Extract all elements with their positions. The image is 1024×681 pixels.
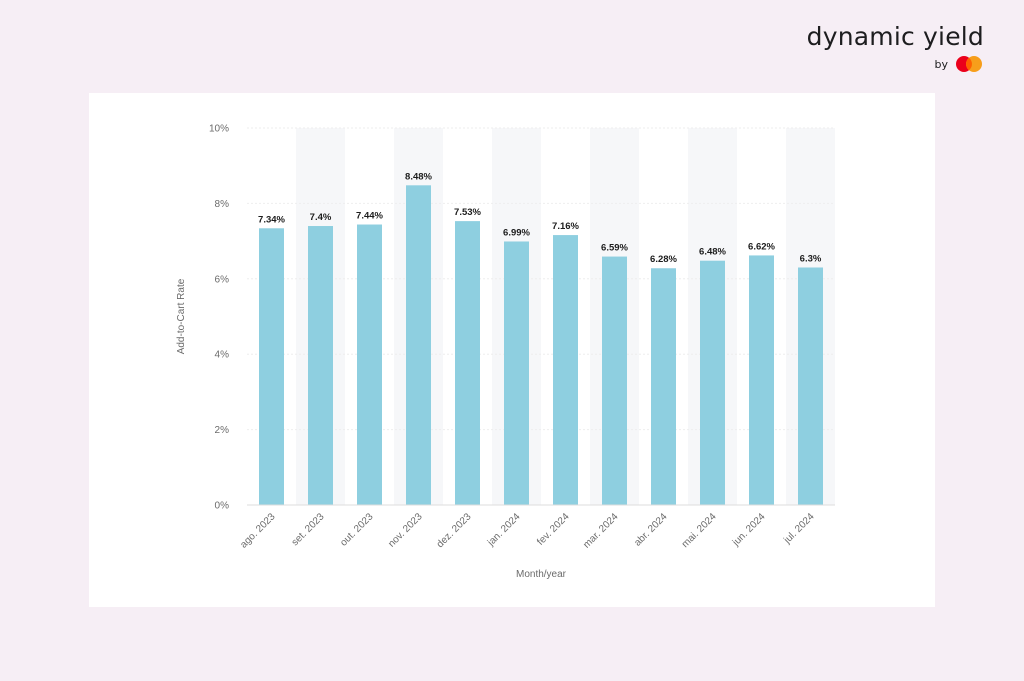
y-tick-label: 2% (215, 425, 230, 436)
add-to-cart-bar-chart: 0% 2% 4% 6% 8% 10% 7.34% 7.4% 7.44% 8.48% 7.53% 6.… (176, 124, 835, 580)
x-tick-label: mar. 2024 (581, 511, 621, 551)
gridlines (247, 127, 835, 431)
x-tick-label: dez. 2023 (435, 511, 474, 550)
x-axis-title: Month/year (516, 569, 567, 580)
data-label: 6.59% (601, 243, 628, 254)
bar (700, 260, 725, 505)
x-tick-label: set. 2023 (290, 511, 327, 548)
data-label: 6.28% (650, 254, 677, 265)
y-tick-label: 8% (215, 199, 230, 210)
bars (259, 185, 823, 506)
bar (357, 224, 382, 505)
data-label: 6.99% (503, 227, 530, 238)
y-axis-ticks: 0% 2% 4% 6% 8% 10% (209, 124, 229, 512)
x-tick-label: fev. 2024 (535, 511, 572, 548)
data-labels: 7.34% 7.4% 7.44% 8.48% 7.53% 6.99% 7.16% 6.59% 6… (258, 171, 822, 265)
x-tick-label: jun. 2024 (730, 511, 768, 549)
y-tick-label: 10% (209, 124, 229, 135)
bar (651, 268, 676, 505)
x-tick-label: nov. 2023 (386, 511, 425, 550)
brand-logo: dynamic yield by (807, 22, 984, 73)
y-tick-label: 4% (215, 350, 230, 361)
bar (504, 241, 529, 506)
x-tick-label: jan. 2024 (485, 511, 523, 549)
bar (749, 255, 774, 505)
x-tick-label: ago. 2023 (238, 511, 278, 551)
data-label: 6.48% (699, 247, 726, 258)
data-label: 6.62% (748, 241, 775, 252)
x-tick-label: out. 2023 (338, 511, 376, 549)
bar (308, 226, 333, 505)
bar (259, 228, 284, 506)
x-tick-label: jul. 2024 (781, 511, 817, 547)
x-axis-ticks: ago. 2023 set. 2023 out. 2023 nov. 2023 dez.… (238, 511, 817, 551)
data-label: 7.16% (552, 221, 579, 232)
x-tick-label: mai. 2024 (680, 511, 719, 550)
brand-byline: by (807, 55, 984, 73)
y-axis-title: Add-to-Cart Rate (176, 278, 187, 354)
data-label: 7.53% (454, 207, 481, 218)
data-label: 7.44% (356, 211, 383, 222)
data-label: 7.4% (310, 212, 332, 223)
data-label: 8.48% (405, 171, 432, 182)
data-label: 7.34% (258, 214, 285, 225)
bar (406, 185, 431, 505)
mastercard-icon (956, 56, 982, 72)
bar (798, 267, 823, 505)
brand-name: dynamic yield (806, 22, 984, 51)
y-tick-label: 0% (215, 501, 230, 512)
chart-card: 0% 2% 4% 6% 8% 10% 7.34% 7.4% 7.44% 8.48% 7.53% 6.… (89, 93, 935, 607)
x-tick-label: abr. 2024 (632, 511, 670, 549)
y-tick-label: 6% (215, 274, 230, 285)
data-label: 6.3% (800, 253, 822, 264)
brand-by-text: by (934, 57, 949, 71)
bar (455, 221, 480, 505)
bar (602, 256, 627, 505)
bar (553, 235, 578, 505)
